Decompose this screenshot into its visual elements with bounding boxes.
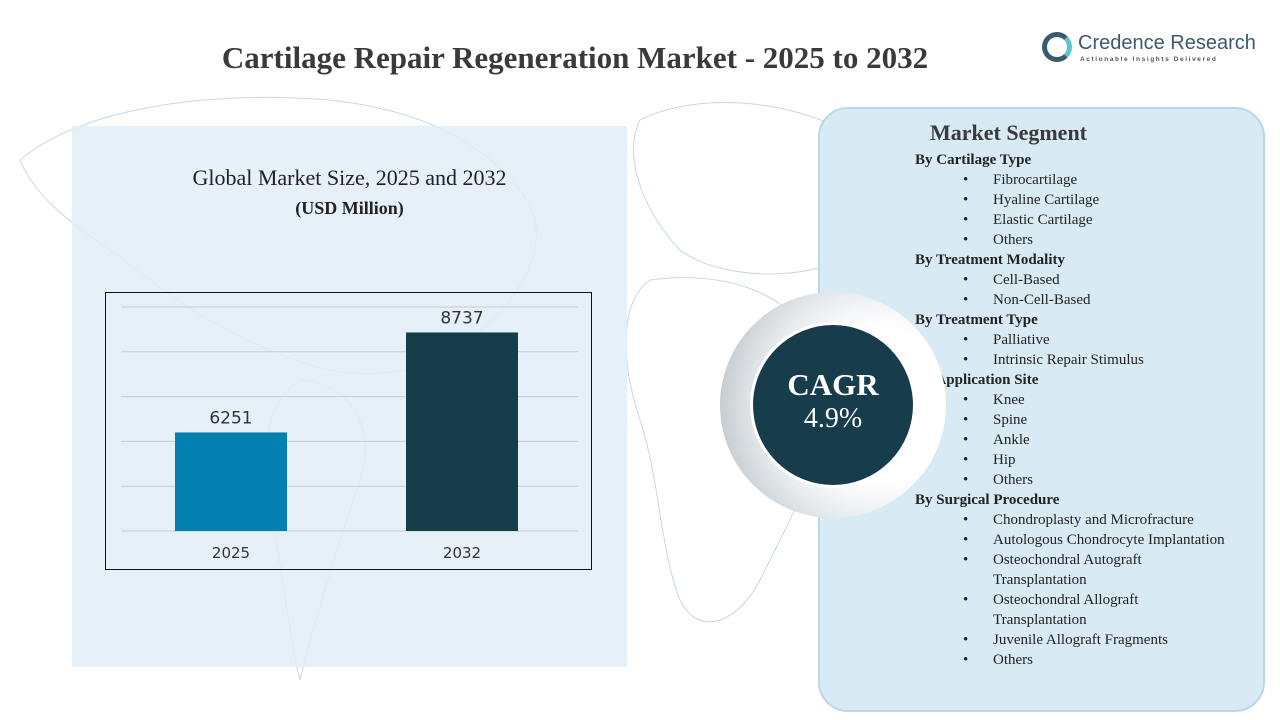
segment-item: • Others bbox=[915, 470, 1225, 490]
bullet-icon: • bbox=[963, 232, 969, 248]
chart-title: Global Market Size, 2025 and 2032 bbox=[192, 165, 507, 190]
segment-item-label: Intrinsic Repair Stimulus bbox=[993, 352, 1144, 368]
segment-item: • Osteochondral Allograft Transplantation bbox=[915, 590, 1225, 630]
segment-item-label: Elastic Cartilage bbox=[993, 212, 1093, 228]
bullet-icon: • bbox=[963, 272, 969, 288]
logo-chart-icon bbox=[1042, 32, 1072, 62]
bullet-icon: • bbox=[963, 512, 969, 528]
segment-item: • Palliative bbox=[915, 330, 1225, 350]
segment-item: • Ankle bbox=[915, 430, 1225, 450]
bullet-icon: • bbox=[963, 192, 969, 208]
bullet-icon: • bbox=[963, 632, 969, 648]
chart-unit: (USD Million) bbox=[295, 198, 404, 218]
segment-list: By Cartilage Type • Fibrocartilage • Hyaline… bbox=[915, 150, 1225, 670]
segment-item-label: Non-Cell-Based bbox=[993, 292, 1091, 308]
segment-item: • Autologous Chondrocyte Implantation bbox=[915, 530, 1225, 550]
segment-heading: By Treatment Modality bbox=[915, 252, 1065, 268]
segment-item: • Spine bbox=[915, 410, 1225, 430]
bullet-icon: • bbox=[963, 432, 969, 448]
bullet-icon: • bbox=[963, 332, 969, 348]
segment-item-label: Fibrocartilage bbox=[993, 172, 1078, 188]
bullet-icon: • bbox=[963, 552, 969, 568]
segment-item: • Intrinsic Repair Stimulus bbox=[915, 350, 1225, 370]
logo-name-2: Research bbox=[1170, 32, 1256, 54]
segment-item: • Fibrocartilage bbox=[915, 170, 1225, 190]
segment-item: • Hip bbox=[915, 450, 1225, 470]
segment-item: • Cell-Based bbox=[915, 270, 1225, 290]
segment-item-label: Osteochondral Allograft Transplantation bbox=[993, 592, 1139, 628]
cagr-value: 4.9% bbox=[803, 403, 863, 434]
cagr-badge: CAGR 4.9% bbox=[750, 322, 916, 488]
segment-item: • Others bbox=[915, 230, 1225, 250]
segment-item-label: Chondroplasty and Microfracture bbox=[993, 512, 1194, 528]
x-tick-label: 2025 bbox=[212, 544, 250, 562]
cagr-label: CAGR bbox=[787, 367, 879, 402]
bullet-icon: • bbox=[963, 412, 969, 428]
bar-chart: 6251 2025 8737 2032 bbox=[121, 306, 578, 562]
bullet-icon: • bbox=[963, 292, 969, 308]
data-label: 8737 bbox=[440, 308, 483, 328]
chart-frame: 6251 2025 8737 2032 bbox=[105, 292, 592, 570]
segment-heading: By Application Site bbox=[915, 372, 1039, 388]
segment-item-label: Others bbox=[993, 472, 1033, 488]
segment-item-label: Cell-Based bbox=[993, 272, 1060, 288]
segment-item-label: Others bbox=[993, 652, 1033, 668]
segment-item: • Chondroplasty and Microfracture bbox=[915, 510, 1225, 530]
segment-item-label: Spine bbox=[993, 412, 1028, 428]
bullet-icon: • bbox=[963, 352, 969, 368]
bar-2032 bbox=[406, 332, 518, 531]
bullet-icon: • bbox=[963, 392, 969, 408]
segment-heading: By Surgical Procedure bbox=[915, 492, 1060, 508]
segment-item: • Hyaline Cartilage bbox=[915, 190, 1225, 210]
logo-name: Credence Research bbox=[1078, 32, 1256, 55]
segment-item: • Knee bbox=[915, 390, 1225, 410]
segment-item-label: Hyaline Cartilage bbox=[993, 192, 1100, 208]
segment-item-label: Others bbox=[993, 232, 1033, 248]
bullet-icon: • bbox=[963, 452, 969, 468]
logo-tagline: Actionable Insights Delivered bbox=[1080, 56, 1218, 63]
segment-item: • Others bbox=[915, 650, 1225, 670]
data-label: 6251 bbox=[209, 408, 252, 428]
segment-title: Market Segment bbox=[930, 120, 1088, 145]
segment-heading: By Treatment Type bbox=[915, 312, 1038, 328]
bullet-icon: • bbox=[963, 212, 969, 228]
segment-item-label: Ankle bbox=[993, 432, 1030, 448]
segment-item-label: Juvenile Allograft Fragments bbox=[993, 632, 1168, 648]
credence-research-logo: Credence Research Actionable Insights De… bbox=[1040, 30, 1260, 70]
page-title: Cartilage Repair Regeneration Market - 2… bbox=[221, 40, 929, 75]
segment-item-label: Hip bbox=[993, 452, 1016, 468]
bullet-icon: • bbox=[963, 592, 969, 608]
segment-item: • Osteochondral Autograft Transplantation bbox=[915, 550, 1225, 590]
segment-item: • Non-Cell-Based bbox=[915, 290, 1225, 310]
bullet-icon: • bbox=[963, 652, 969, 668]
segment-item-label: Autologous Chondrocyte Implantation bbox=[993, 532, 1225, 548]
bullet-icon: • bbox=[963, 472, 969, 488]
logo-name-1: Credence bbox=[1078, 32, 1165, 54]
segment-item-label: Knee bbox=[993, 392, 1025, 408]
bullet-icon: • bbox=[963, 532, 969, 548]
bullet-icon: • bbox=[963, 172, 969, 188]
bar-2025 bbox=[175, 432, 287, 531]
segment-item-label: Palliative bbox=[993, 332, 1050, 348]
segment-item-label: Osteochondral Autograft Transplantation bbox=[993, 552, 1142, 588]
segment-item: • Elastic Cartilage bbox=[915, 210, 1225, 230]
segment-heading: By Cartilage Type bbox=[915, 152, 1032, 168]
x-tick-label: 2032 bbox=[443, 544, 481, 562]
segment-item: • Juvenile Allograft Fragments bbox=[915, 630, 1225, 650]
